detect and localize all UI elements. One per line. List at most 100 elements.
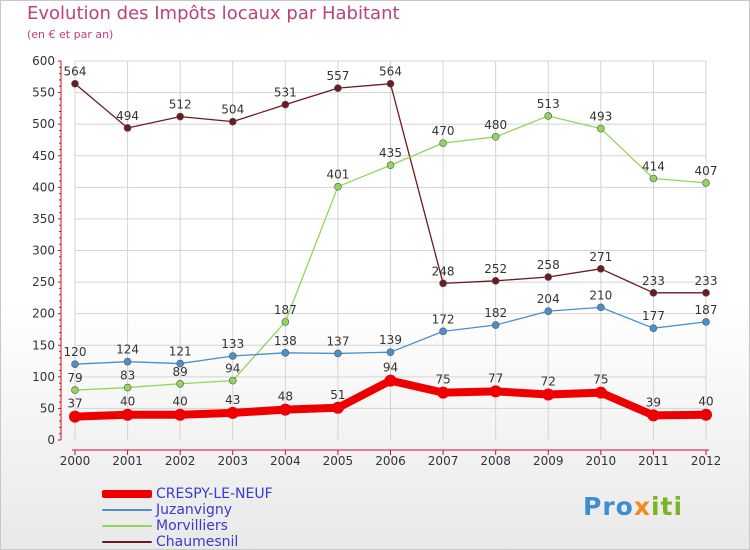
data-label-morvilliers: 83 xyxy=(120,369,135,383)
chart-subtitle: (en € et par an) xyxy=(27,28,114,41)
data-point-morvilliers xyxy=(176,379,184,388)
legend-item-chaumesnil: Chaumesnil xyxy=(102,534,273,550)
y-tick-label: 450 xyxy=(32,149,55,163)
data-label-juzanvigny: 137 xyxy=(326,334,349,348)
data-point-morvilliers xyxy=(386,161,395,170)
brand-part-1: Pro xyxy=(583,492,634,521)
legend-item-crespy-le-neuf: CRESPY-LE-NEUF xyxy=(102,486,273,502)
data-point-juzanvigny xyxy=(439,327,447,336)
data-point-crespy-le-neuf xyxy=(489,385,502,398)
data-point-morvilliers xyxy=(544,112,553,120)
data-label-crespy-le-neuf: 75 xyxy=(435,373,450,387)
legend-swatch xyxy=(102,525,152,527)
data-label-chaumesnil: 248 xyxy=(432,264,455,278)
data-label-juzanvigny: 187 xyxy=(695,303,718,317)
data-label-juzanvigny: 120 xyxy=(64,345,87,359)
data-point-morvilliers xyxy=(649,174,658,183)
data-point-morvilliers xyxy=(334,182,342,191)
data-label-juzanvigny: 204 xyxy=(537,292,560,306)
legend-label: CRESPY-LE-NEUF xyxy=(156,486,273,502)
data-label-morvilliers: 407 xyxy=(695,164,718,178)
data-label-crespy-le-neuf: 51 xyxy=(330,388,345,402)
data-label-chaumesnil: 271 xyxy=(589,250,612,264)
data-label-morvilliers: 414 xyxy=(642,159,665,173)
data-label-crespy-le-neuf: 40 xyxy=(120,395,135,409)
y-tick-label: 0 xyxy=(47,433,55,447)
legend-label: Juzanvigny xyxy=(156,502,233,518)
y-tick-label: 350 xyxy=(32,212,55,226)
data-point-chaumesnil xyxy=(649,289,658,297)
data-point-crespy-le-neuf xyxy=(226,406,239,419)
data-point-chaumesnil xyxy=(71,79,79,88)
series-juzanvigny xyxy=(71,303,710,369)
y-tick-label: 600 xyxy=(32,54,55,68)
data-label-chaumesnil: 564 xyxy=(379,65,402,79)
y-tick-label: 200 xyxy=(32,307,55,321)
x-tick-label: 2004 xyxy=(270,454,301,468)
data-point-crespy-le-neuf xyxy=(174,408,187,421)
x-tick-label: 2006 xyxy=(375,454,406,468)
data-label-crespy-le-neuf: 40 xyxy=(173,395,188,409)
data-point-morvilliers xyxy=(439,139,447,147)
axes: 0 50 100 150 200 250 300 350 400 450 500 550 600 2000… xyxy=(32,54,721,468)
series-morvilliers xyxy=(71,112,710,394)
series-crespy-le-neuf xyxy=(69,374,712,423)
data-label-juzanvigny: 138 xyxy=(274,334,297,348)
data-point-crespy-le-neuf xyxy=(121,408,134,421)
x-tick-label: 2011 xyxy=(638,454,669,468)
y-tick-label: 100 xyxy=(32,370,55,384)
data-point-juzanvigny xyxy=(281,349,290,357)
legend-swatch xyxy=(102,541,152,543)
data-label-crespy-le-neuf: 77 xyxy=(488,371,503,385)
data-point-juzanvigny xyxy=(597,303,605,312)
data-label-crespy-le-neuf: 37 xyxy=(67,397,82,411)
data-point-chaumesnil xyxy=(334,84,342,92)
legend-label: Morvilliers xyxy=(156,518,228,534)
data-label-chaumesnil: 557 xyxy=(326,69,349,83)
x-tick-label: 2007 xyxy=(428,454,459,468)
data-point-chaumesnil xyxy=(597,265,605,273)
x-tick-label: 2003 xyxy=(217,454,248,468)
data-point-juzanvigny xyxy=(71,360,79,369)
data-point-chaumesnil xyxy=(544,273,553,281)
data-point-chaumesnil xyxy=(386,79,395,88)
data-point-juzanvigny xyxy=(228,352,237,360)
data-point-chaumesnil xyxy=(439,279,447,288)
legend: CRESPY-LE-NEUF Juzanvigny Morvilliers Chaum… xyxy=(102,486,273,550)
data-point-crespy-le-neuf xyxy=(647,409,660,422)
series-lines xyxy=(69,79,712,423)
data-label-morvilliers: 493 xyxy=(589,110,612,124)
data-label-crespy-le-neuf: 40 xyxy=(698,395,713,409)
data-point-crespy-le-neuf xyxy=(542,388,555,401)
data-label-chaumesnil: 504 xyxy=(221,103,244,117)
data-label-juzanvigny: 139 xyxy=(379,333,402,347)
data-point-morvilliers xyxy=(228,376,237,385)
data-point-juzanvigny xyxy=(491,321,500,329)
data-label-morvilliers: 513 xyxy=(537,97,560,111)
data-point-morvilliers xyxy=(71,386,79,394)
data-label-chaumesnil: 531 xyxy=(274,86,297,100)
data-labels: 564 494 512 504 531 557 564 248 252 258 271 233 233 7… xyxy=(64,65,718,411)
data-label-morvilliers: 89 xyxy=(173,365,188,379)
data-label-crespy-le-neuf: 75 xyxy=(593,373,608,387)
data-label-morvilliers: 401 xyxy=(326,168,349,182)
data-point-chaumesnil xyxy=(228,117,237,126)
legend-swatch xyxy=(102,509,152,511)
chart-title: Evolution des Impôts locaux par Habitant xyxy=(27,3,400,24)
x-tick-label: 2000 xyxy=(60,454,91,468)
data-point-juzanvigny xyxy=(649,324,658,332)
x-tick-label: 2001 xyxy=(112,454,143,468)
legend-item-morvilliers: Morvilliers xyxy=(102,518,273,534)
data-label-chaumesnil: 233 xyxy=(642,274,665,288)
data-label-morvilliers: 94 xyxy=(225,362,240,376)
data-point-crespy-le-neuf xyxy=(331,401,344,414)
data-point-chaumesnil xyxy=(176,112,184,121)
x-tick-label: 2008 xyxy=(480,454,511,468)
legend-item-juzanvigny: Juzanvigny xyxy=(102,502,273,518)
data-label-juzanvigny: 172 xyxy=(432,312,455,326)
data-label-morvilliers: 470 xyxy=(432,124,455,138)
data-point-juzanvigny xyxy=(123,357,132,366)
data-point-crespy-le-neuf xyxy=(437,386,450,399)
data-point-juzanvigny xyxy=(386,348,395,356)
